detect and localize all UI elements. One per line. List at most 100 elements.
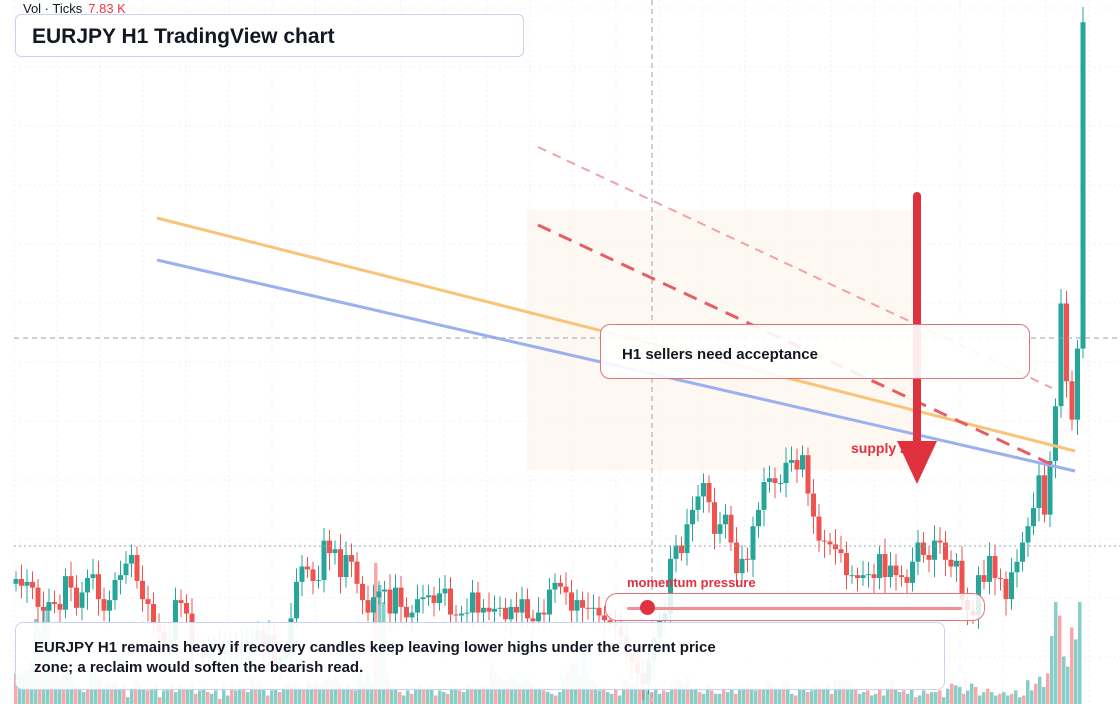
candle-bull[interactable] <box>767 478 772 483</box>
candle-bear[interactable] <box>904 577 910 583</box>
candle-bull[interactable] <box>800 455 805 470</box>
note-callout[interactable]: H1 sellers need acceptance <box>600 324 1030 379</box>
candle-bear[interactable] <box>712 502 717 534</box>
candle-bull[interactable] <box>129 555 134 564</box>
candle-bull[interactable] <box>63 576 68 610</box>
candle-bull[interactable] <box>723 514 728 525</box>
candle-bull[interactable] <box>173 600 178 640</box>
candle-bear[interactable] <box>937 540 943 543</box>
candle-bull[interactable] <box>519 599 525 613</box>
candle-bear[interactable] <box>844 553 849 576</box>
candle-bull[interactable] <box>954 560 959 567</box>
candle-bear[interactable] <box>145 599 151 604</box>
candle-bear[interactable] <box>327 540 332 554</box>
candle-bear[interactable] <box>893 565 899 576</box>
candle-bull[interactable] <box>574 600 580 611</box>
candle-bear[interactable] <box>74 587 79 608</box>
candle-bear[interactable] <box>310 569 316 581</box>
candle-bear[interactable] <box>431 595 437 603</box>
candle-bull[interactable] <box>13 579 19 584</box>
candle-bear[interactable] <box>19 579 24 586</box>
candle-bull[interactable] <box>552 582 558 590</box>
candle-bull[interactable] <box>915 542 921 562</box>
candle-bear[interactable] <box>30 581 35 588</box>
candle-bull[interactable] <box>860 575 866 579</box>
candle-bull[interactable] <box>371 597 376 613</box>
candle-bull[interactable] <box>591 607 596 609</box>
candle-bull[interactable] <box>987 555 992 582</box>
candle-bull[interactable] <box>668 558 673 614</box>
candle-bear[interactable] <box>530 618 536 622</box>
candle-bull[interactable] <box>1009 572 1014 600</box>
candle-bear[interactable] <box>882 554 888 578</box>
candle-bull[interactable] <box>684 524 690 554</box>
candle-bear[interactable] <box>404 606 409 618</box>
candle-bear[interactable] <box>1042 475 1047 515</box>
candle-bull[interactable] <box>547 589 552 615</box>
candle-bull[interactable] <box>1020 542 1025 562</box>
candle-bull[interactable] <box>508 606 514 620</box>
candle-bear[interactable] <box>514 606 519 613</box>
candle-bull[interactable] <box>299 566 305 582</box>
candle-bull[interactable] <box>420 597 426 600</box>
candle-bear[interactable] <box>349 555 354 562</box>
candle-bear[interactable] <box>899 575 904 578</box>
candle-bear[interactable] <box>57 603 63 610</box>
candle-bull[interactable] <box>1075 348 1080 420</box>
candle-bull[interactable] <box>497 607 503 609</box>
candle-bear[interactable] <box>981 575 987 582</box>
candle-bear[interactable] <box>52 602 57 604</box>
candle-bull[interactable] <box>849 575 855 577</box>
candle-bull[interactable] <box>877 554 882 579</box>
candle-bull[interactable] <box>90 574 96 579</box>
candle-bull[interactable] <box>481 607 486 613</box>
candle-bull[interactable] <box>673 545 679 559</box>
candle-bear[interactable] <box>448 588 453 615</box>
candle-bull[interactable] <box>1047 460 1053 515</box>
candle-bull[interactable] <box>442 588 448 594</box>
candle-bear[interactable] <box>360 583 365 601</box>
candle-bull[interactable] <box>756 509 761 527</box>
candle-bull[interactable] <box>393 587 398 614</box>
candle-bear[interactable] <box>827 541 833 545</box>
candle-bear[interactable] <box>998 578 1003 580</box>
candle-bear[interactable] <box>68 576 74 588</box>
candle-bear[interactable] <box>805 455 811 494</box>
candle-bear[interactable] <box>816 516 822 541</box>
candle-bear[interactable] <box>602 615 607 621</box>
candle-bull[interactable] <box>492 608 497 612</box>
candle-bear[interactable] <box>525 599 530 619</box>
candle-bear[interactable] <box>772 478 778 483</box>
candle-bull[interactable] <box>789 459 794 463</box>
candle-bull[interactable] <box>382 589 387 592</box>
candle-bull[interactable] <box>695 496 701 510</box>
candle-bear[interactable] <box>706 483 712 503</box>
candle-bull[interactable] <box>332 549 338 554</box>
candle-bear[interactable] <box>134 555 140 581</box>
candle-bull[interactable] <box>1080 22 1086 349</box>
candle-bear[interactable] <box>569 592 574 611</box>
candle-bear[interactable] <box>959 560 965 601</box>
candle-bull[interactable] <box>750 526 756 560</box>
candle-bear[interactable] <box>1003 579 1009 600</box>
candle-bear[interactable] <box>541 612 547 615</box>
candle-bear[interactable] <box>822 540 827 542</box>
candle-bull[interactable] <box>459 613 464 616</box>
candle-bear[interactable] <box>563 586 569 593</box>
candle-bear[interactable] <box>580 600 585 608</box>
candle-bear[interactable] <box>728 514 734 543</box>
candle-bull[interactable] <box>690 509 695 525</box>
candle-bull[interactable] <box>701 483 706 497</box>
candle-bear[interactable] <box>585 607 591 609</box>
candle-bull[interactable] <box>1025 526 1031 543</box>
candle-bull[interactable] <box>107 600 112 611</box>
candle-bear[interactable] <box>558 582 563 587</box>
candle-bear[interactable] <box>921 542 926 555</box>
candle-bull[interactable] <box>1036 475 1042 508</box>
candle-bull[interactable] <box>778 483 783 484</box>
candle-bear[interactable] <box>151 603 156 624</box>
candle-bull[interactable] <box>437 593 442 603</box>
candle-bull[interactable] <box>761 482 767 510</box>
candle-bull[interactable] <box>24 581 30 586</box>
candle-bull[interactable] <box>717 524 723 534</box>
